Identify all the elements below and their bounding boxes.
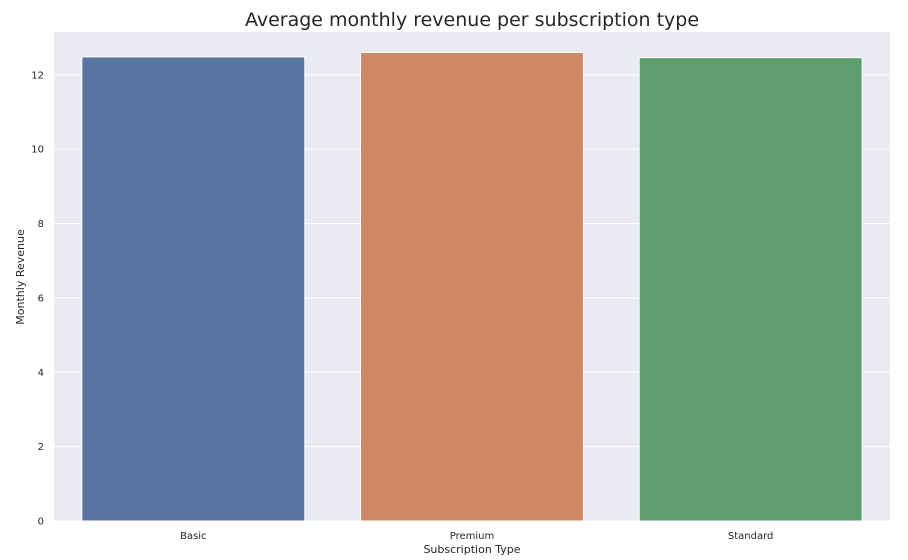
chart-title: Average monthly revenue per subscription…: [245, 9, 699, 31]
y-tick-labels: 0 2 4 6 8 10 12: [31, 70, 44, 527]
y-tick-label: 4: [38, 368, 44, 379]
y-tick-label: 6: [38, 293, 44, 304]
bar-standard: [638, 57, 863, 522]
y-tick-label: 2: [38, 442, 44, 453]
x-tick-label: Premium: [450, 531, 495, 542]
y-axis-label: Monthly Revenue: [14, 229, 27, 325]
bars: [81, 51, 863, 522]
x-tick-label: Standard: [728, 531, 774, 542]
x-tick-label: Basic: [180, 531, 206, 542]
y-tick-label: 0: [38, 517, 44, 528]
x-axis-label: Subscription Type: [423, 543, 520, 556]
bar-basic: [81, 56, 306, 522]
x-tick-labels: Basic Premium Standard: [180, 531, 773, 542]
y-tick-label: 12: [31, 70, 44, 81]
bar-premium: [360, 51, 584, 522]
y-tick-label: 8: [38, 219, 44, 230]
y-tick-label: 10: [31, 145, 44, 156]
